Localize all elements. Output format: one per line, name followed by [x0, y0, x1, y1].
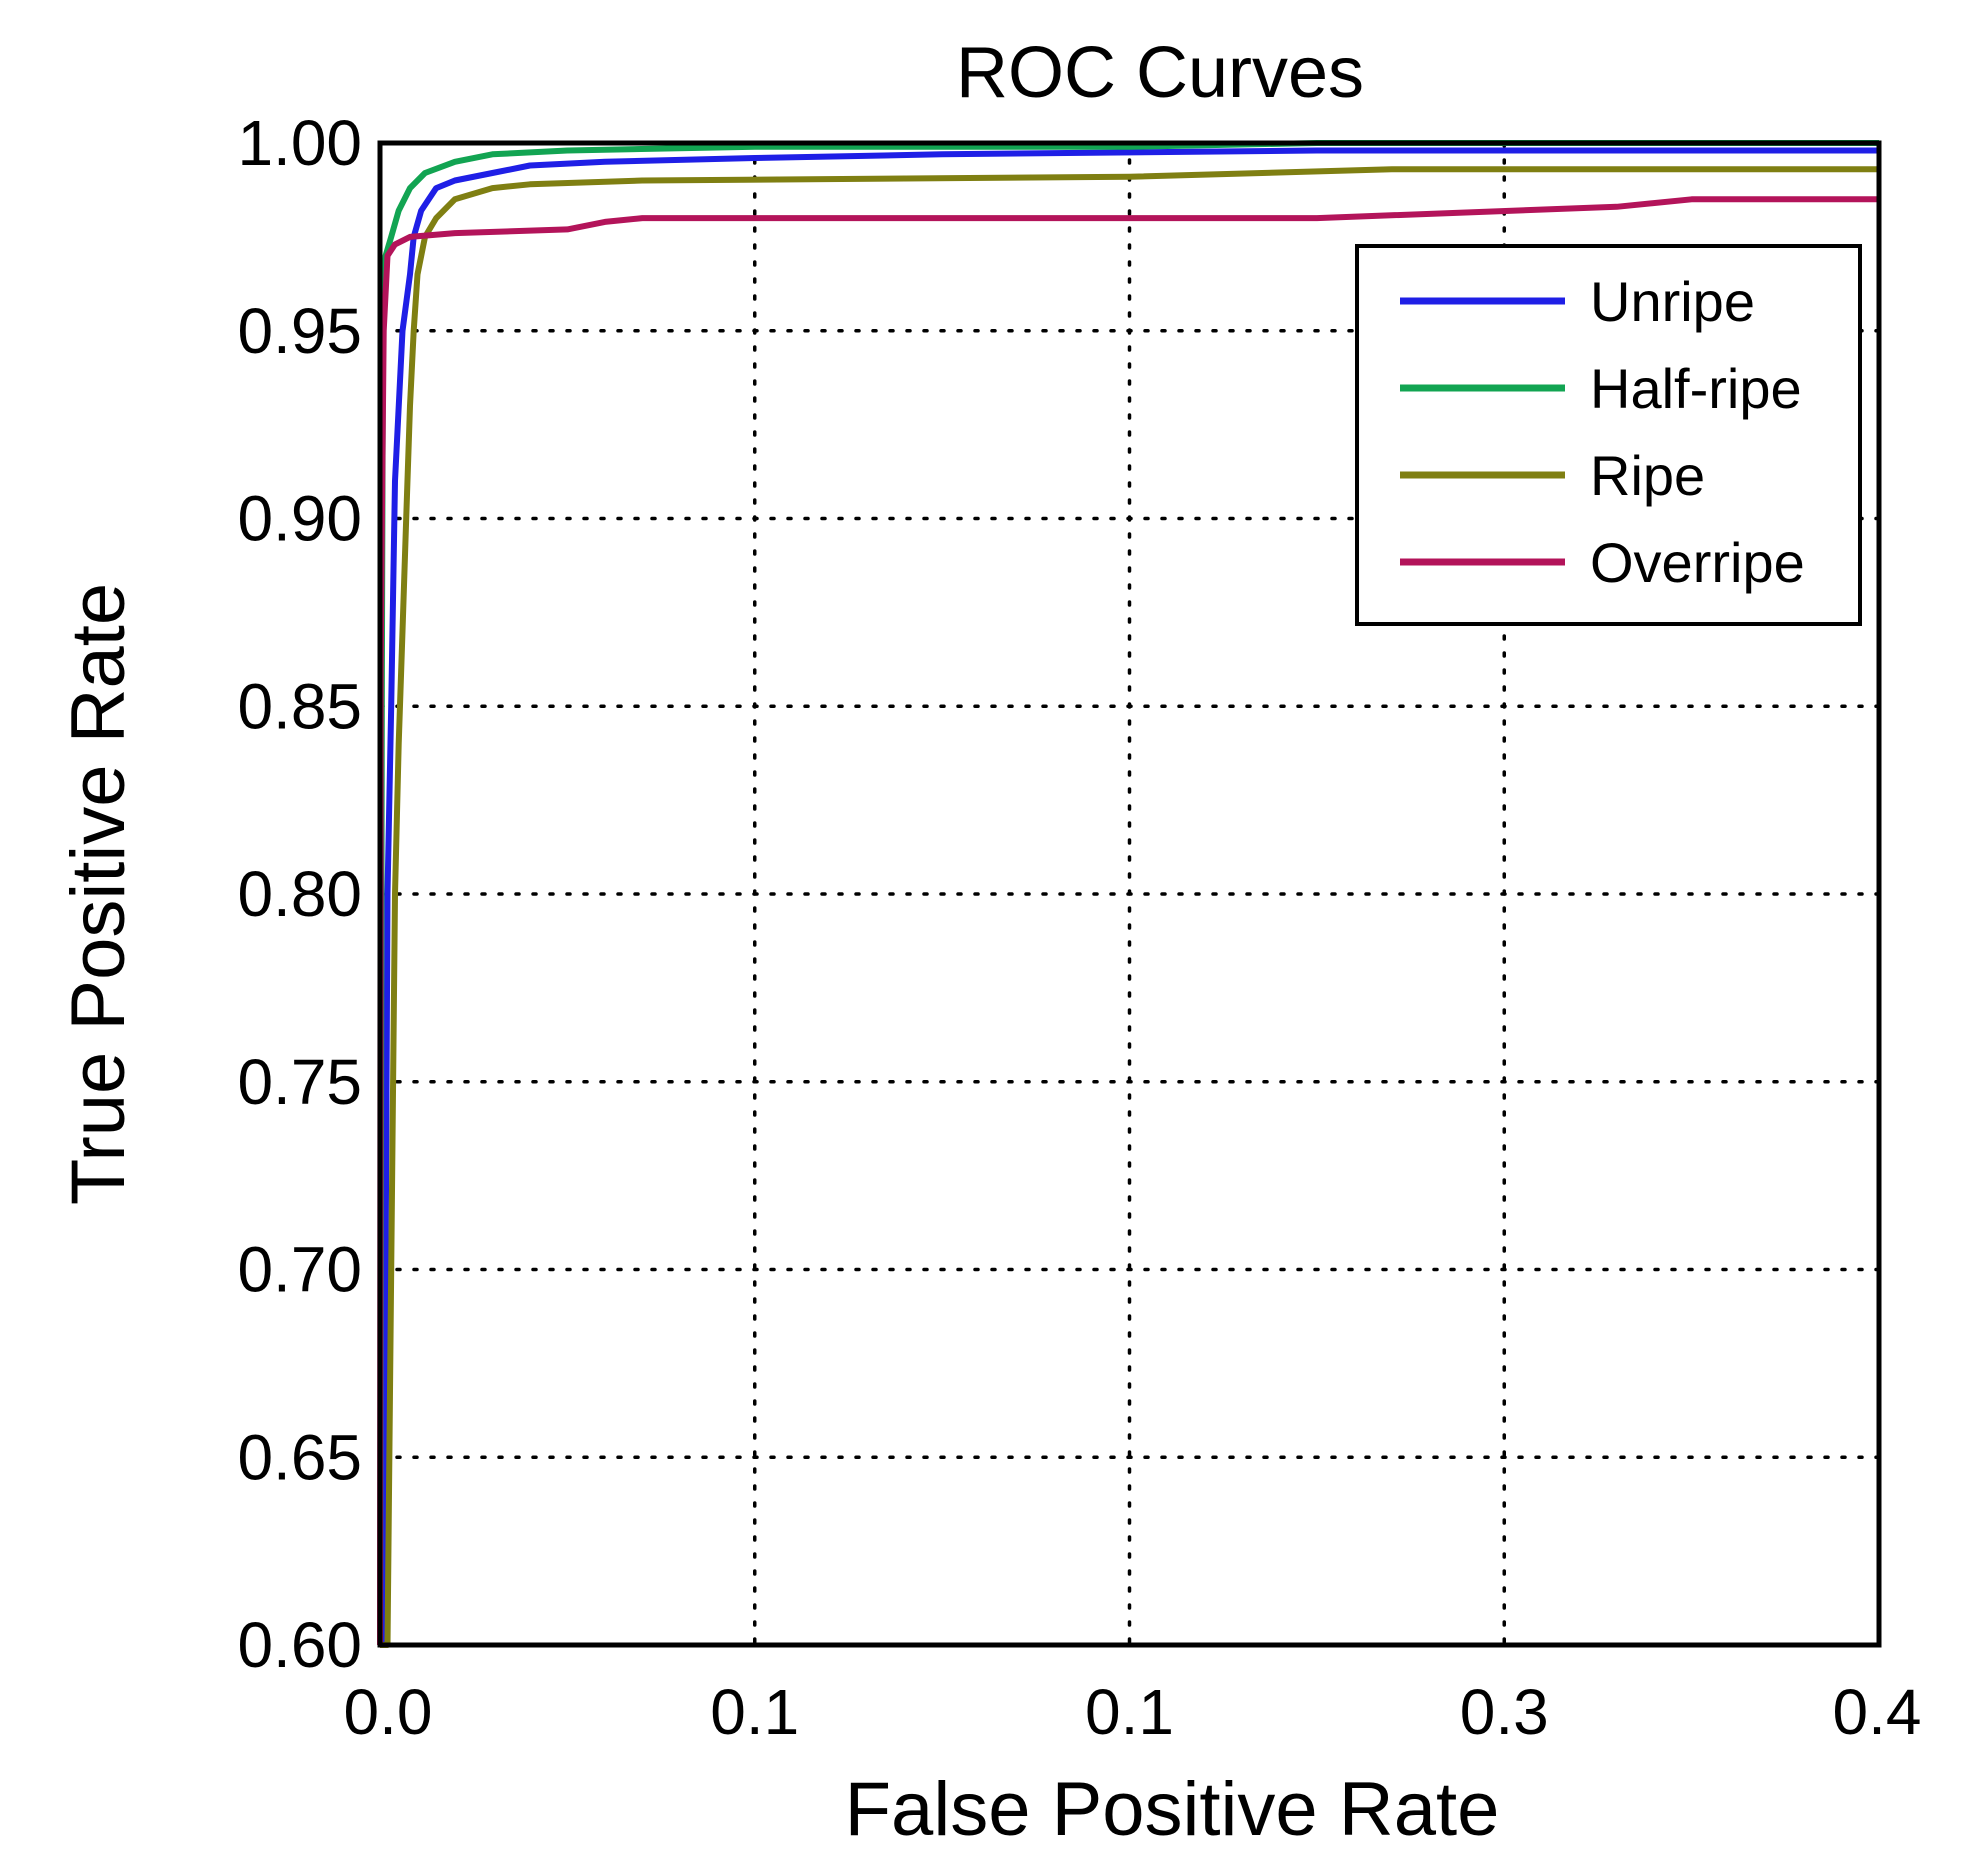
legend-label-unripe: Unripe — [1590, 270, 1755, 333]
y-tick-label: 0.80 — [237, 858, 362, 930]
legend-label-overripe: Overripe — [1590, 531, 1805, 594]
y-tick-label: 0.70 — [237, 1234, 362, 1306]
grid-lines — [378, 141, 1881, 1647]
legend-label-ripe: Ripe — [1590, 444, 1705, 507]
y-tick-label: 0.60 — [237, 1609, 362, 1681]
plot-frame — [377, 140, 1882, 1648]
x-tick-label: 0.4 — [1833, 1676, 1922, 1748]
x-tick-label: 0.1 — [1085, 1676, 1174, 1748]
y-axis-label: True Positive Rate — [56, 583, 141, 1205]
chart-title: ROC Curves — [956, 33, 1364, 113]
y-tick-labels: 1.00 0.95 0.90 0.85 0.80 0.75 0.70 0.65 0.60 — [237, 107, 362, 1681]
x-tick-label: 0.1 — [710, 1676, 799, 1748]
legend: Unripe Half-ripe Ripe Overripe — [1355, 244, 1862, 626]
x-tick-labels: 0.0 0.1 0.1 0.3 0.4 — [344, 1676, 1922, 1748]
x-axis-label: False Positive Rate — [845, 1767, 1500, 1852]
y-tick-label: 0.90 — [237, 483, 362, 555]
legend-label-half-ripe: Half-ripe — [1590, 357, 1802, 420]
x-tick-label: 0.3 — [1460, 1676, 1549, 1748]
series-line-ripe — [380, 166, 1879, 1648]
y-tick-label: 0.75 — [237, 1046, 362, 1118]
y-tick-label: 0.65 — [237, 1421, 362, 1493]
y-tick-label: 1.00 — [237, 107, 362, 179]
y-tick-label: 0.85 — [237, 670, 362, 742]
x-tick-label: 0.0 — [344, 1676, 433, 1748]
series-line-unripe — [380, 147, 1879, 1648]
y-tick-label: 0.95 — [237, 295, 362, 367]
